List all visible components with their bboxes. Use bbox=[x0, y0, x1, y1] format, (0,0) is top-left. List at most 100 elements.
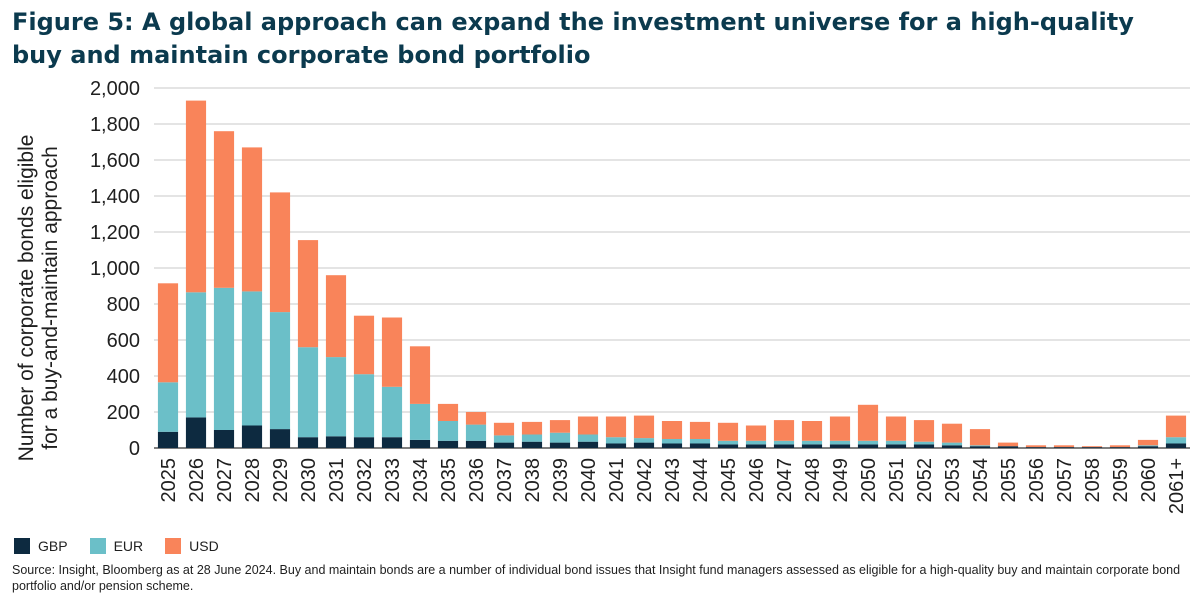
bar-eur-2051 bbox=[885, 440, 907, 445]
bar-gbp-2055 bbox=[997, 446, 1019, 448]
x-tick-label: 2059 bbox=[1110, 458, 1132, 503]
bar-usd-2040 bbox=[577, 416, 599, 435]
bar-eur-2061+ bbox=[1165, 437, 1187, 444]
bar-gbp-2049 bbox=[829, 444, 851, 448]
y-tick-label: 2,000 bbox=[90, 78, 140, 100]
x-tick-label: 2052 bbox=[914, 458, 936, 503]
source-note: Source: Insight, Bloomberg as at 28 June… bbox=[12, 563, 1181, 593]
bar-gbp-2058 bbox=[1081, 447, 1103, 448]
bar-eur-2038 bbox=[521, 434, 543, 442]
bar-gbp-2059 bbox=[1109, 447, 1131, 448]
y-tick-label: 1,600 bbox=[90, 150, 140, 172]
bar-usd-2036 bbox=[465, 412, 487, 425]
x-tick-label: 2053 bbox=[942, 458, 964, 503]
bar-usd-2044 bbox=[689, 421, 711, 439]
x-tick-label: 2043 bbox=[662, 458, 684, 503]
bar-usd-2060 bbox=[1137, 439, 1159, 446]
bar-eur-2041 bbox=[605, 437, 627, 444]
bar-eur-2042 bbox=[633, 438, 655, 443]
bar-usd-2027 bbox=[213, 131, 235, 288]
bar-gbp-2060 bbox=[1137, 446, 1159, 448]
legend: GBP EUR USD bbox=[14, 538, 219, 554]
bar-usd-2028 bbox=[241, 147, 263, 292]
y-tick-label: 1,400 bbox=[90, 186, 140, 208]
bar-usd-2026 bbox=[185, 100, 207, 293]
bar-eur-2053 bbox=[941, 442, 963, 446]
bar-eur-2050 bbox=[857, 440, 879, 445]
y-axis-title-line: Number of corporate bonds eligible bbox=[15, 135, 38, 462]
bar-usd-2051 bbox=[885, 416, 907, 441]
x-tick-label: 2032 bbox=[354, 458, 376, 503]
bar-usd-2059 bbox=[1109, 445, 1131, 448]
bar-gbp-2045 bbox=[717, 444, 739, 448]
bar-eur-2028 bbox=[241, 291, 263, 426]
bar-gbp-2052 bbox=[913, 444, 935, 448]
x-tick-label: 2048 bbox=[802, 458, 824, 503]
bar-usd-2050 bbox=[857, 404, 879, 441]
bar-usd-2048 bbox=[801, 421, 823, 441]
bar-gbp-2041 bbox=[605, 443, 627, 448]
bar-gbp-2039 bbox=[549, 442, 571, 448]
x-tick-label: 2033 bbox=[382, 458, 404, 503]
bar-usd-2058 bbox=[1081, 446, 1103, 448]
x-tick-label: 2035 bbox=[438, 458, 460, 503]
y-axis-title-line: for a buy-and-maintain approach bbox=[39, 146, 62, 450]
bar-eur-2033 bbox=[381, 386, 403, 438]
bar-usd-2033 bbox=[381, 317, 403, 387]
bar-eur-2035 bbox=[437, 421, 459, 441]
bar-eur-2030 bbox=[297, 347, 319, 438]
bar-eur-2037 bbox=[493, 435, 515, 443]
bar-usd-2029 bbox=[269, 192, 291, 313]
x-tick-label: 2030 bbox=[298, 458, 320, 503]
bar-usd-2031 bbox=[325, 275, 347, 358]
x-tick-label: 2031 bbox=[326, 458, 348, 503]
bar-gbp-2029 bbox=[269, 429, 291, 448]
x-tick-label: 2061+ bbox=[1166, 458, 1188, 514]
x-tick-label: 2038 bbox=[522, 458, 544, 503]
bar-usd-2035 bbox=[437, 403, 459, 421]
bar-usd-2037 bbox=[493, 422, 515, 436]
bar-gbp-2036 bbox=[465, 440, 487, 448]
x-tick-label: 2060 bbox=[1138, 458, 1160, 503]
x-tick-label: 2055 bbox=[998, 458, 1020, 503]
legend-swatch-usd bbox=[165, 538, 182, 554]
bar-eur-2047 bbox=[773, 440, 795, 445]
bar-usd-2053 bbox=[941, 423, 963, 443]
bar-gbp-2026 bbox=[185, 417, 207, 448]
bar-gbp-2033 bbox=[381, 437, 403, 448]
legend-swatch-eur bbox=[89, 538, 106, 554]
bar-gbp-2050 bbox=[857, 444, 879, 448]
x-tick-label: 2027 bbox=[214, 458, 236, 503]
x-tick-label: 2041 bbox=[606, 458, 628, 503]
bar-usd-2038 bbox=[521, 421, 543, 435]
bar-gbp-2046 bbox=[745, 444, 767, 448]
bar-eur-2034 bbox=[409, 403, 431, 440]
y-tick-label: 600 bbox=[107, 330, 140, 352]
legend-item-gbp: GBP bbox=[14, 538, 68, 554]
x-tick-label: 2039 bbox=[550, 458, 572, 503]
bar-eur-2049 bbox=[829, 440, 851, 445]
bar-gbp-2043 bbox=[661, 443, 683, 448]
bar-eur-2039 bbox=[549, 432, 571, 443]
bar-usd-2032 bbox=[353, 315, 375, 375]
legend-item-usd: USD bbox=[165, 538, 219, 554]
x-tick-labels: 2025 2026 2027 2028 2029 2030 2031 2032 2033 2034… bbox=[158, 458, 1188, 514]
bar-usd-2047 bbox=[773, 420, 795, 441]
y-tick-label: 400 bbox=[107, 366, 140, 388]
y-tick-label: 1,800 bbox=[90, 114, 140, 136]
bar-usd-2054 bbox=[969, 429, 991, 446]
x-tick-label: 2026 bbox=[186, 458, 208, 503]
bar-eur-2027 bbox=[213, 287, 235, 430]
legend-swatch-gbp bbox=[14, 538, 30, 554]
bar-gbp-2027 bbox=[213, 430, 235, 448]
bar-gbp-2044 bbox=[689, 443, 711, 448]
bar-usd-2043 bbox=[661, 421, 683, 439]
x-tick-label: 2054 bbox=[970, 458, 992, 503]
x-tick-label: 2042 bbox=[634, 458, 656, 503]
y-tick-label: 200 bbox=[107, 402, 140, 424]
bar-usd-2045 bbox=[717, 422, 739, 441]
bar-eur-2048 bbox=[801, 440, 823, 445]
bar-eur-2046 bbox=[745, 440, 767, 445]
bar-gbp-2047 bbox=[773, 444, 795, 448]
